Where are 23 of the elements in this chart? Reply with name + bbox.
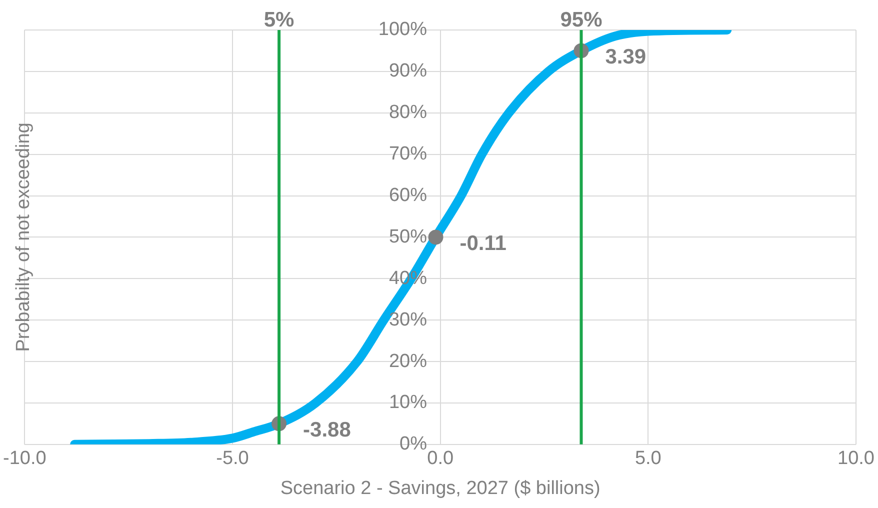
y-tick-label: 80%: [388, 102, 428, 124]
annotation: -0.11: [460, 232, 507, 255]
y-tick-label: 10%: [388, 392, 428, 414]
y-tick-label: 0%: [400, 434, 428, 455]
x-axis-title: Scenario 2 - Savings, 2027 ($ billions): [280, 478, 600, 499]
annotation: 3.39: [605, 46, 646, 69]
y-tick-label: 70%: [388, 144, 428, 165]
x-tick-label: 5.0: [634, 448, 662, 470]
x-tick-label: 10.0: [838, 448, 874, 470]
annotation: 95%: [560, 8, 603, 32]
y-axis-title: Probabilty of not exceeding: [13, 122, 34, 352]
y-tick-label: 90%: [388, 60, 428, 82]
y-tick-label: 100%: [378, 19, 428, 40]
point: [428, 230, 444, 245]
x-tick-label: 0.0: [427, 448, 454, 470]
y-tick-label: 60%: [388, 184, 428, 206]
x-tick-label: -5.0: [216, 448, 249, 470]
y-tick-label: 50%: [388, 226, 428, 248]
y-tick-label: 30%: [388, 309, 428, 330]
annotation: 5%: [264, 8, 295, 32]
y-tick-label: 20%: [388, 350, 428, 372]
annotation: -3.88: [303, 418, 352, 442]
x-tick-label: -10.0: [2, 448, 46, 470]
